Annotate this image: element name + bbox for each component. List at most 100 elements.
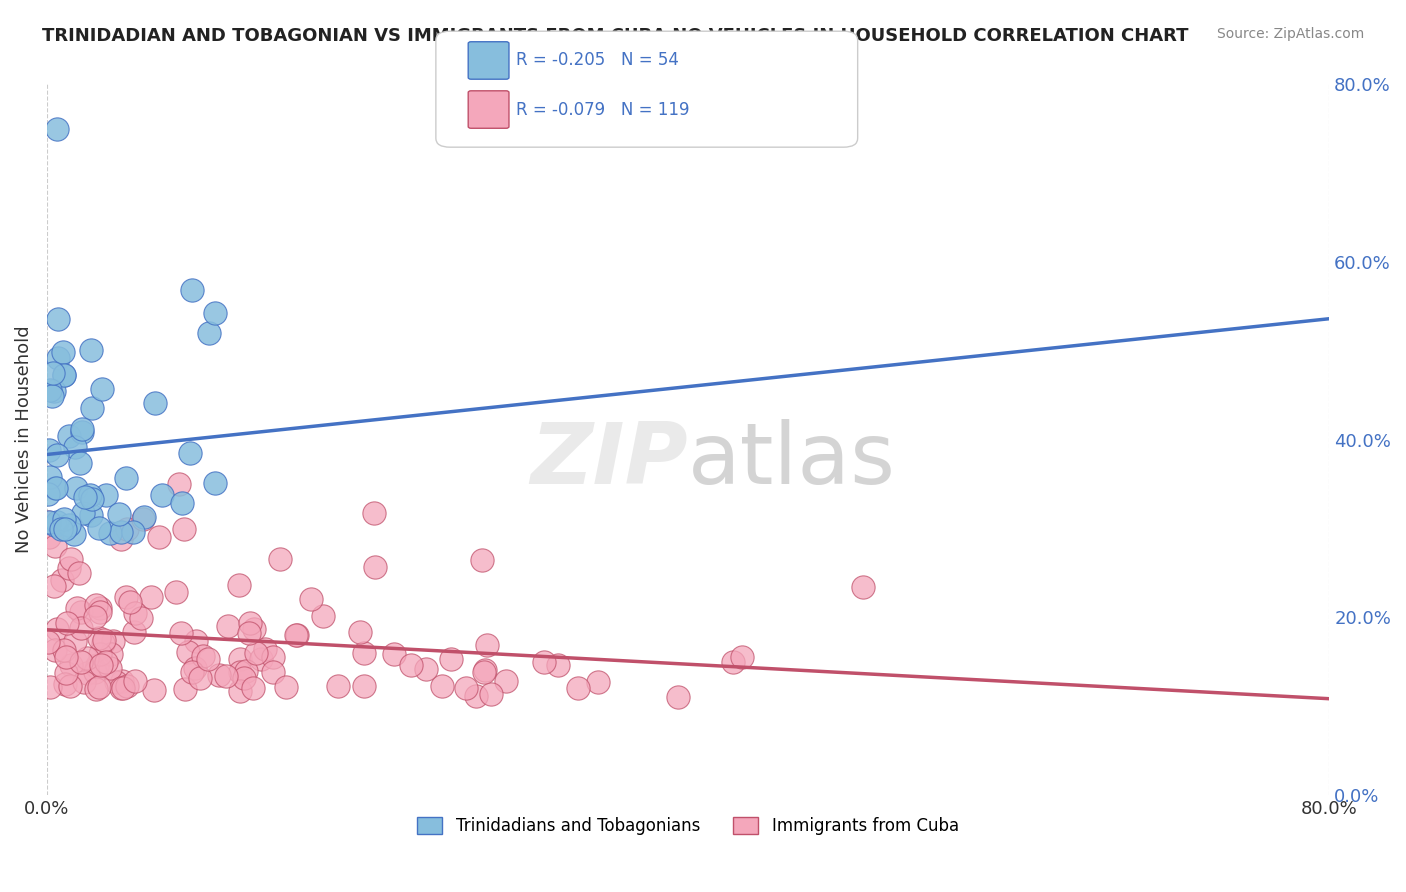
Point — [69, 456, 91, 470]
Point — [475, 638, 498, 652]
Point — [122, 624, 145, 639]
Point — [44, 643, 66, 657]
Point — [115, 522, 138, 536]
Point — [52, 368, 75, 382]
Point — [37, 635, 59, 649]
Point — [479, 687, 502, 701]
Point — [89, 601, 111, 615]
Point — [44, 481, 66, 495]
Point — [53, 512, 76, 526]
Point — [48, 351, 70, 366]
Text: atlas: atlas — [688, 419, 896, 502]
Point — [80, 343, 103, 358]
Point — [150, 488, 173, 502]
Point — [53, 522, 76, 536]
Point — [107, 507, 129, 521]
Point — [471, 553, 494, 567]
Text: ZIP: ZIP — [530, 419, 688, 502]
Point — [84, 610, 107, 624]
Point — [472, 665, 495, 679]
Point — [94, 488, 117, 502]
Point — [174, 682, 197, 697]
Point — [45, 516, 67, 530]
Point — [80, 491, 103, 506]
Point — [229, 665, 252, 680]
Point — [326, 679, 349, 693]
Point — [181, 665, 204, 680]
Point — [184, 633, 207, 648]
Point — [52, 642, 75, 657]
Point — [188, 671, 211, 685]
Point — [69, 656, 91, 670]
Point — [87, 631, 110, 645]
Point — [42, 579, 65, 593]
Point — [139, 590, 162, 604]
Point — [167, 477, 190, 491]
Point — [73, 675, 96, 690]
Point — [101, 634, 124, 648]
Point — [96, 655, 118, 669]
Point — [84, 681, 107, 696]
Point — [65, 481, 87, 495]
Point — [66, 600, 89, 615]
Point — [104, 675, 127, 690]
Text: R = -0.205   N = 54: R = -0.205 N = 54 — [516, 52, 679, 70]
Point — [179, 446, 201, 460]
Point — [456, 681, 478, 695]
Point — [217, 619, 239, 633]
Point — [41, 389, 63, 403]
Point — [721, 655, 744, 669]
Point — [111, 673, 134, 688]
Point — [93, 632, 115, 647]
Point — [45, 448, 67, 462]
Point — [238, 626, 260, 640]
Point — [121, 524, 143, 539]
Point — [65, 634, 87, 648]
Point — [69, 621, 91, 635]
Point — [245, 646, 267, 660]
Legend: Trinidadians and Tobagonians, Immigrants from Cuba: Trinidadians and Tobagonians, Immigrants… — [409, 808, 967, 843]
Point — [87, 680, 110, 694]
Point — [111, 681, 134, 695]
Point — [110, 533, 132, 547]
Point — [132, 509, 155, 524]
Text: R = -0.079   N = 119: R = -0.079 N = 119 — [516, 101, 689, 119]
Point — [204, 306, 226, 320]
Point — [143, 682, 166, 697]
Point — [170, 625, 193, 640]
Point — [180, 283, 202, 297]
Point — [44, 539, 66, 553]
Point — [110, 524, 132, 539]
Point — [53, 368, 76, 382]
Point — [63, 527, 86, 541]
Point — [242, 681, 264, 695]
Point — [228, 577, 250, 591]
Point — [567, 681, 589, 695]
Point — [100, 647, 122, 661]
Point — [37, 515, 59, 529]
Point — [76, 651, 98, 665]
Point — [59, 679, 82, 693]
Point — [115, 590, 138, 604]
Point — [110, 681, 132, 695]
Point — [89, 605, 111, 619]
Point — [51, 522, 73, 536]
Point — [170, 496, 193, 510]
Point — [42, 384, 65, 398]
Point — [465, 690, 488, 704]
Point — [173, 522, 195, 536]
Point — [58, 429, 80, 443]
Point — [250, 652, 273, 666]
Point — [38, 515, 60, 529]
Point — [363, 507, 385, 521]
Point — [55, 650, 77, 665]
Point — [44, 518, 66, 533]
Point — [46, 312, 69, 326]
Point — [38, 530, 60, 544]
Point — [89, 648, 111, 662]
Point — [666, 690, 689, 704]
Point — [39, 680, 62, 694]
Point — [73, 490, 96, 504]
Point — [58, 518, 80, 533]
Point — [208, 668, 231, 682]
